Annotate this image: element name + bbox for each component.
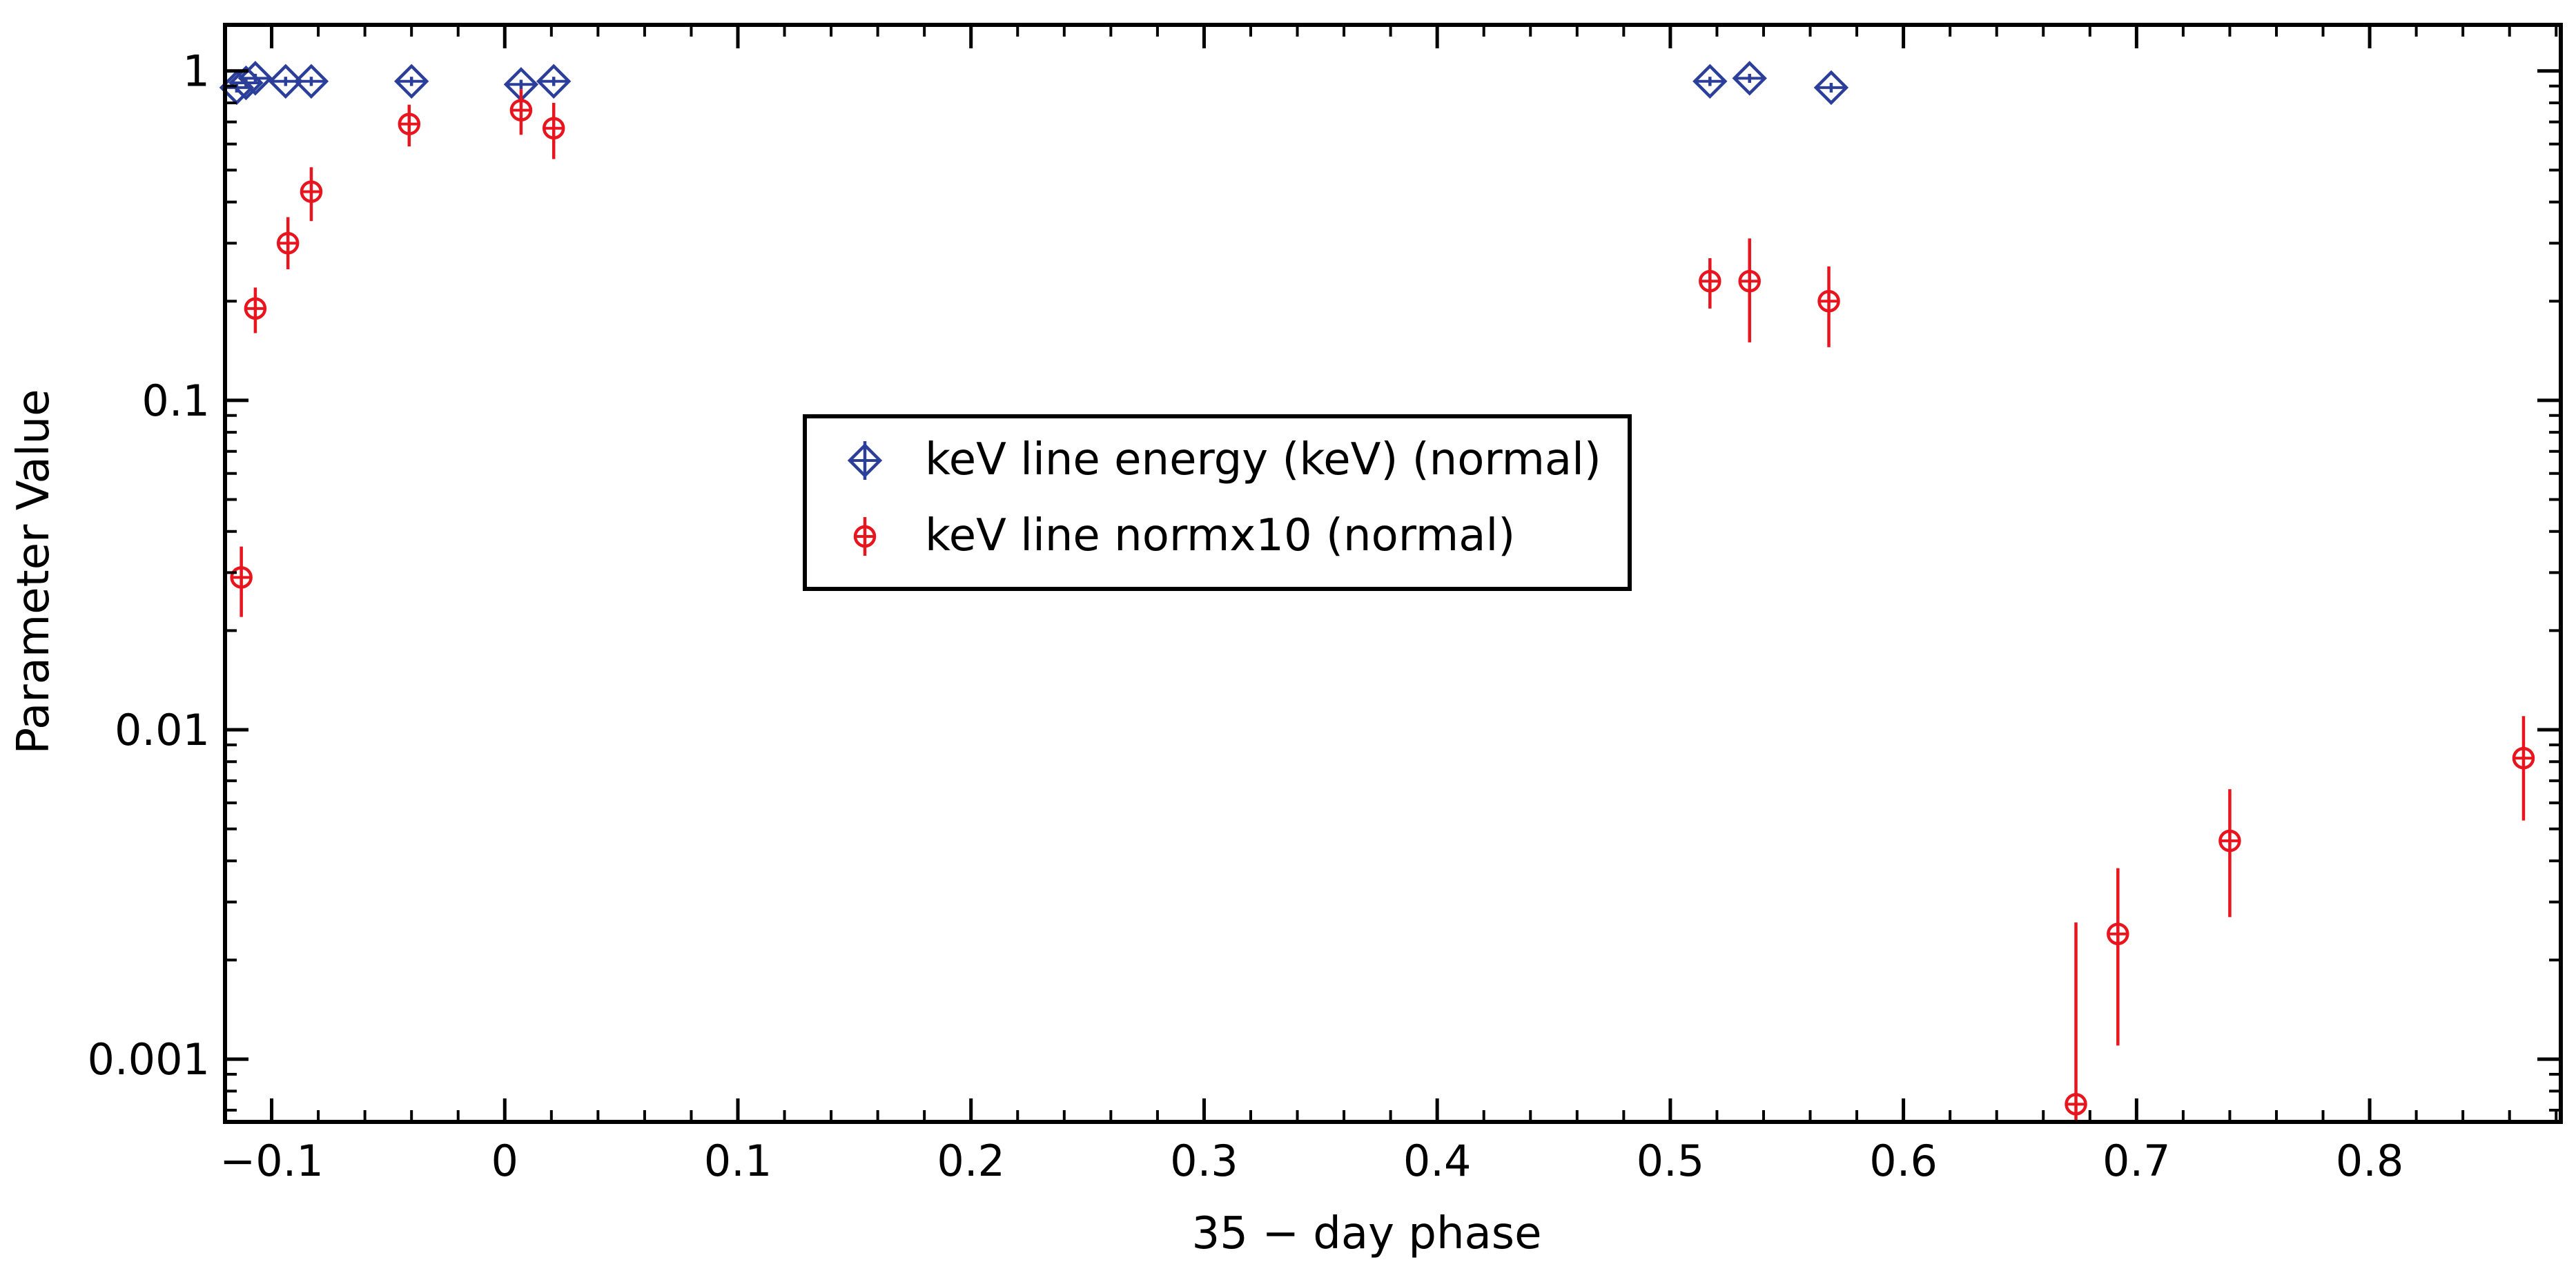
data-point — [276, 217, 300, 270]
data-point — [244, 287, 267, 333]
data-point — [300, 167, 323, 222]
y-tick-label: 0.1 — [142, 376, 210, 426]
y-tick-label: 1 — [183, 46, 210, 97]
point-marker — [1738, 270, 1761, 293]
x-tick-label: 0.1 — [704, 1136, 772, 1186]
legend-marker-diamond — [847, 441, 883, 480]
legend-entry-energy: keV line energy (keV) (normal) — [847, 434, 1601, 485]
point-marker — [276, 231, 300, 255]
data-point — [393, 64, 429, 99]
data-point — [230, 546, 253, 617]
point-marker — [2512, 746, 2535, 770]
point-marker — [536, 64, 572, 99]
legend: keV line energy (keV) (normal) keV line … — [803, 414, 1632, 591]
diamond-marker — [536, 64, 572, 99]
legend-entry-norm: keV line normx10 (normal) — [853, 510, 1515, 561]
x-tick-label: 0.4 — [1403, 1136, 1472, 1186]
data-point — [293, 64, 329, 99]
legend-point-marker — [847, 443, 883, 478]
data-point — [1732, 61, 1767, 96]
diamond-marker — [268, 64, 303, 99]
x-tick-label: 0 — [491, 1136, 518, 1186]
data-point — [2107, 868, 2129, 1046]
x-tick-label: 0.7 — [2102, 1136, 2171, 1186]
x-tick-label: 0.8 — [2336, 1136, 2404, 1186]
point-marker — [1699, 270, 1721, 293]
x-tick-label: 0.2 — [937, 1136, 1005, 1186]
legend-point-marker — [853, 525, 877, 548]
series-norm — [230, 89, 2535, 1121]
data-point — [1692, 64, 1728, 99]
data-point — [536, 64, 572, 99]
data-point — [542, 102, 565, 159]
diamond-marker — [1813, 70, 1849, 106]
point-marker — [1813, 70, 1849, 106]
plot-layer — [219, 61, 2535, 1121]
diamond-marker — [847, 443, 883, 478]
legend-label-norm: keV line normx10 (normal) — [925, 510, 1515, 561]
point-marker — [2107, 922, 2129, 945]
point-marker — [1732, 61, 1767, 96]
diamond-marker — [393, 64, 429, 99]
series-energy — [219, 61, 1849, 106]
data-point — [1738, 238, 1761, 342]
point-marker — [509, 99, 533, 122]
data-point — [1813, 70, 1849, 106]
diamond-marker — [1692, 64, 1728, 99]
y-axis-label: Parameter Value — [8, 389, 59, 754]
legend-label-energy: keV line energy (keV) (normal) — [925, 434, 1601, 485]
data-point — [2512, 716, 2535, 821]
x-tick-label: 0.5 — [1637, 1136, 1705, 1186]
point-marker — [293, 64, 329, 99]
data-point — [1699, 258, 1721, 309]
axes-layer: 35 − day phase Parameter Value −0.1 0 0.1 0… — [8, 23, 2563, 1259]
y-tick-label: 0.001 — [88, 1034, 211, 1085]
data-point — [509, 89, 533, 135]
x-tick-label: −0.1 — [219, 1136, 324, 1186]
point-marker — [244, 297, 267, 320]
legend-box — [803, 414, 1632, 591]
x-tick-label: 0.3 — [1170, 1136, 1238, 1186]
diamond-marker — [293, 64, 329, 99]
data-point — [2218, 789, 2241, 918]
data-point — [2065, 922, 2087, 1121]
x-axis-label: 35 − day phase — [1192, 1208, 1542, 1259]
diamond-marker — [237, 61, 273, 96]
point-marker — [398, 113, 421, 135]
point-marker — [300, 180, 323, 203]
point-marker — [393, 64, 429, 99]
x-tick-label: 0.6 — [1869, 1136, 1938, 1186]
point-marker — [2065, 1093, 2087, 1116]
y-tick-label: 0.01 — [115, 705, 210, 755]
point-marker — [1692, 64, 1728, 99]
point-marker — [1817, 289, 1840, 313]
data-point — [237, 61, 273, 96]
point-marker — [2218, 829, 2241, 853]
legend-marker-circle — [853, 517, 877, 556]
data-point — [398, 104, 421, 147]
point-marker — [237, 61, 273, 96]
diamond-marker — [1732, 61, 1767, 96]
point-marker — [230, 566, 253, 589]
point-marker — [542, 117, 565, 139]
data-point — [1817, 266, 1840, 347]
